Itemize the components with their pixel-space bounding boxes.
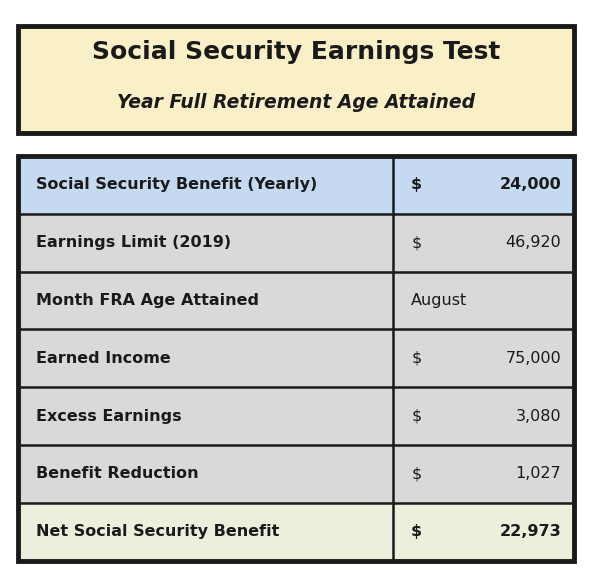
Text: Benefit Reduction: Benefit Reduction: [36, 466, 198, 481]
Text: Earnings Limit (2019): Earnings Limit (2019): [36, 235, 231, 250]
Text: $: $: [411, 177, 422, 192]
Bar: [394, 214, 574, 272]
Text: Excess Earnings: Excess Earnings: [36, 409, 181, 424]
Bar: [18, 503, 393, 561]
Text: $: $: [411, 466, 422, 481]
Text: 46,920: 46,920: [506, 235, 561, 250]
Bar: [18, 26, 574, 133]
Bar: [18, 156, 574, 561]
Bar: [394, 272, 574, 329]
Text: 3,080: 3,080: [516, 409, 561, 424]
Text: 22,973: 22,973: [500, 524, 561, 539]
Text: Month FRA Age Attained: Month FRA Age Attained: [36, 293, 259, 308]
Text: $: $: [411, 351, 422, 366]
Text: Social Security Earnings Test: Social Security Earnings Test: [92, 40, 500, 64]
Text: 1,027: 1,027: [516, 466, 561, 481]
Text: Net Social Security Benefit: Net Social Security Benefit: [36, 524, 279, 539]
Bar: [394, 445, 574, 503]
Bar: [18, 329, 393, 387]
Bar: [394, 329, 574, 387]
Bar: [18, 445, 393, 503]
Text: August: August: [411, 293, 468, 308]
Text: 75,000: 75,000: [506, 351, 561, 366]
Text: $: $: [411, 409, 422, 424]
Bar: [394, 503, 574, 561]
Bar: [18, 214, 393, 272]
Text: $: $: [411, 235, 422, 250]
Bar: [18, 387, 393, 445]
Text: 24,000: 24,000: [500, 177, 561, 192]
Bar: [18, 272, 393, 329]
Bar: [394, 387, 574, 445]
Text: Social Security Benefit (Yearly): Social Security Benefit (Yearly): [36, 177, 317, 192]
Bar: [18, 156, 393, 214]
Text: Earned Income: Earned Income: [36, 351, 170, 366]
Bar: [394, 156, 574, 214]
Text: Year Full Retirement Age Attained: Year Full Retirement Age Attained: [117, 93, 475, 112]
Text: $: $: [411, 524, 422, 539]
